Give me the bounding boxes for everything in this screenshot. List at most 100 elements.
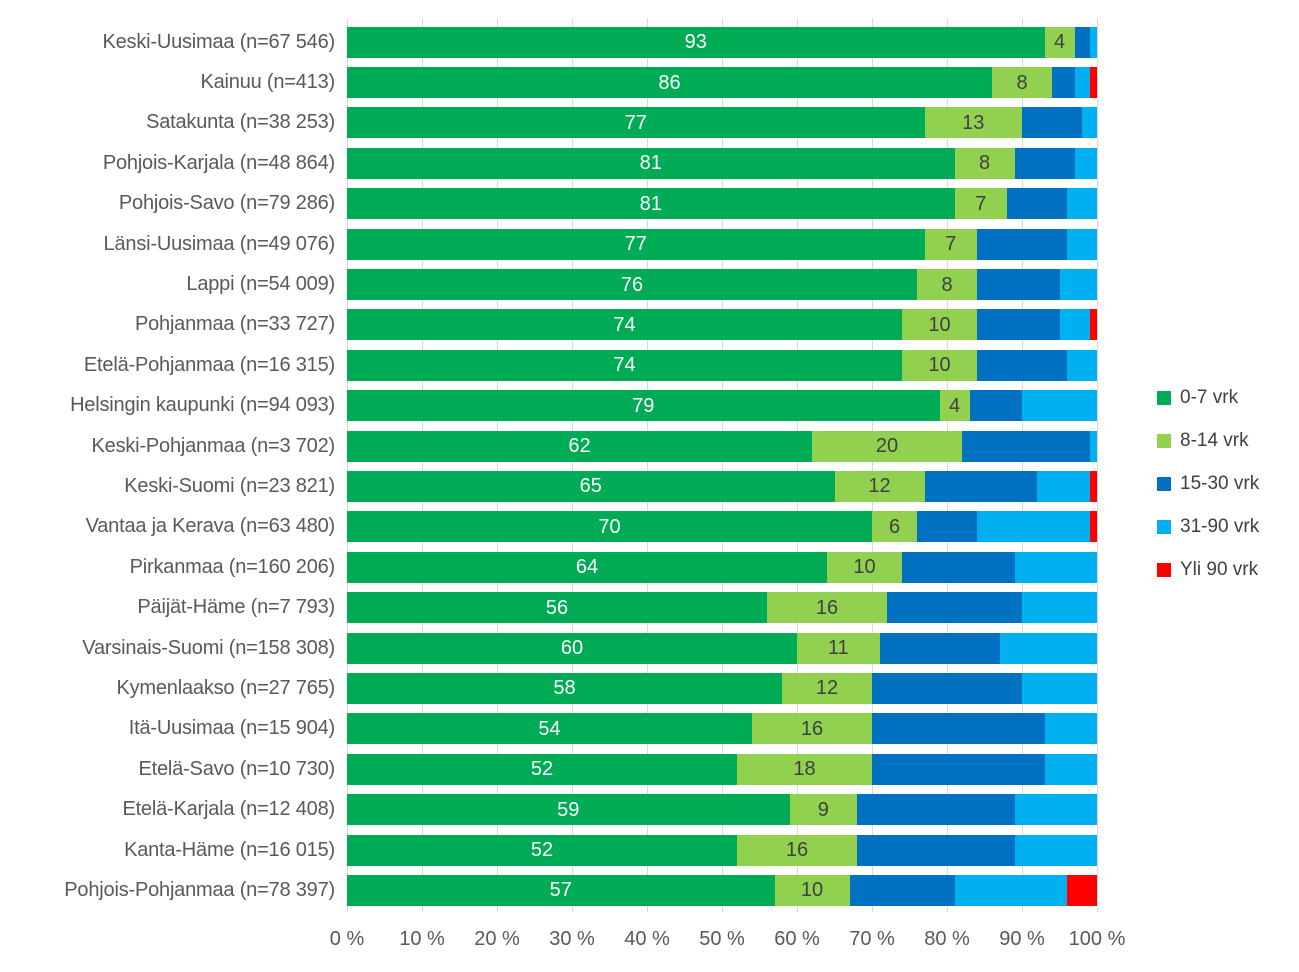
bar-segment-0-7-vrk: 65 [347,470,835,502]
legend-label: 8-14 vrk [1180,430,1249,451]
bar-segment-8-14-vrk: 12 [782,672,872,704]
bar-row: Vantaa ja Kerava (n=63 480) 70 6 [0,507,1097,547]
bar-value-label: 74 [613,354,636,377]
bar-track: 70 6 [347,511,1097,543]
bar-segment-0-7-vrk: 62 [347,430,812,462]
bar-segment-8-14-vrk: 12 [834,470,925,502]
bar-segment-0-7-vrk: 57 [347,874,775,906]
bar-segment-0-7-vrk: 81 [347,188,955,220]
bar-segment-8-14-vrk: 16 [737,834,857,866]
bar-segment-0-7-vrk: 52 [347,753,737,785]
bar-segment-0-7-vrk: 74 [347,349,902,381]
category-label: Päijät-Häme (n=7 793) [137,596,335,619]
bar-value-label: 9 [817,798,829,821]
bar-segment-8-14-vrk: 11 [797,632,880,664]
bar-value-label: 10 [800,879,824,902]
bar-row: Itä-Uusimaa (n=15 904) 54 16 [0,709,1097,749]
bar-segment-31-90-vrk [1074,67,1090,99]
bar-row: Päijät-Häme (n=7 793) 56 16 [0,587,1097,627]
bar-segment-8-14-vrk: 6 [872,511,917,543]
bar-value-label: 57 [549,879,572,902]
legend-item: 15-30 vrk [1157,473,1259,494]
category-label: Etelä-Savo (n=10 730) [138,757,336,780]
bar-value-label: 77 [624,111,647,134]
bar-value-label: 18 [793,758,816,781]
bar-segment-15-30-vrk [977,349,1067,381]
bar-segment-0-7-vrk: 77 [347,107,925,139]
category-label: Etelä-Karjala (n=12 408) [122,798,335,821]
bar-segment-31-90-vrk [1022,592,1097,624]
bar-segment-8-14-vrk: 16 [767,592,887,624]
bar-value-label: 12 [868,475,891,498]
bar-value-label: 52 [530,758,554,781]
bar-segment-8-14-vrk: 7 [924,228,977,260]
bar-value-label: 13 [962,111,985,134]
bar-row: Etelä-Pohjanmaa (n=16 315) 74 10 [0,345,1097,385]
category-label: Vantaa ja Kerava (n=63 480) [85,515,336,538]
bar-segment-0-7-vrk: 86 [347,67,992,99]
bar-track: 77 7 [347,228,1097,260]
bar-segment-yli-90-vrk [1089,470,1097,502]
x-axis-tick-label: 60 % [774,928,820,950]
gridline [647,18,648,912]
category-label: Keski-Pohjanmaa (n=3 702) [91,434,336,457]
category-label: Etelä-Pohjanmaa (n=16 315) [83,353,335,376]
bar-value-label: 8 [1016,71,1028,94]
bar-segment-31-90-vrk [999,632,1097,664]
gridline [572,18,573,912]
bar-segment-0-7-vrk: 93 [347,26,1045,58]
x-axis-tick-label: 80 % [924,928,970,950]
bar-segment-0-7-vrk: 81 [347,147,955,179]
bar-segment-31-90-vrk [1089,26,1097,58]
legend-label: Yli 90 vrk [1180,559,1259,580]
bar-segment-15-30-vrk [849,874,955,906]
bar-segment-0-7-vrk: 70 [347,511,872,543]
gridline [1097,18,1098,912]
bar-segment-8-14-vrk: 16 [752,713,872,745]
bar-segment-31-90-vrk [977,511,1090,543]
x-axis-tick-label: 20 % [474,928,520,950]
bar-value-label: 16 [815,596,839,619]
bar-segment-31-90-vrk [1059,269,1097,301]
bar-value-label: 8 [941,273,953,296]
bar-row: Varsinais-Suomi (n=158 308) 60 11 [0,628,1097,668]
bar-row: Länsi-Uusimaa (n=49 076) 77 7 [0,224,1097,264]
bar-segment-31-90-vrk [1037,470,1090,502]
category-label: Pohjois-Pohjanmaa (n=78 397) [64,878,335,901]
bar-segment-15-30-vrk [1014,147,1075,179]
bar-row: Etelä-Savo (n=10 730) 52 18 [0,749,1097,789]
bar-segment-0-7-vrk: 79 [347,390,940,422]
x-axis-tick-label: 30 % [549,928,595,950]
gridline [872,18,873,912]
bar-segment-15-30-vrk [872,672,1022,704]
bar-value-label: 4 [948,394,961,417]
bar-segment-8-14-vrk: 8 [954,147,1015,179]
bar-value-label: 7 [945,233,957,256]
bar-segment-31-90-vrk [1059,309,1090,341]
bar-segment-31-90-vrk [1067,228,1097,260]
bar-segment-31-90-vrk [1074,147,1097,179]
category-label: Länsi-Uusimaa (n=49 076) [103,232,336,255]
bar-track: 62 20 [347,430,1097,462]
bar-segment-0-7-vrk: 54 [347,713,752,745]
category-label: Helsingin kaupunki (n=94 093) [70,394,335,417]
bar-value-label: 6 [888,515,901,538]
bar-track: 93 4 [347,26,1097,58]
bar-value-label: 16 [785,839,809,861]
legend-item: 0-7 vrk [1157,387,1259,408]
bar-value-label: 65 [579,475,602,498]
bar-track: 52 16 [347,834,1097,866]
gridline [947,18,948,912]
bar-segment-31-90-vrk [1044,713,1097,745]
bar-row: Pohjanmaa (n=33 727) 74 10 [0,305,1097,345]
bar-row: Pohjois-Karjala (n=48 864) 81 8 [0,143,1097,183]
bar-segment-8-14-vrk: 9 [789,794,857,826]
bar-segment-8-14-vrk: 10 [902,349,977,381]
bar-segment-31-90-vrk [1067,188,1097,220]
bar-segment-0-7-vrk: 64 [347,551,827,583]
bar-segment-31-90-vrk [1067,349,1097,381]
bar-track: 74 10 [347,349,1097,381]
bar-segment-31-90-vrk [1044,753,1097,785]
